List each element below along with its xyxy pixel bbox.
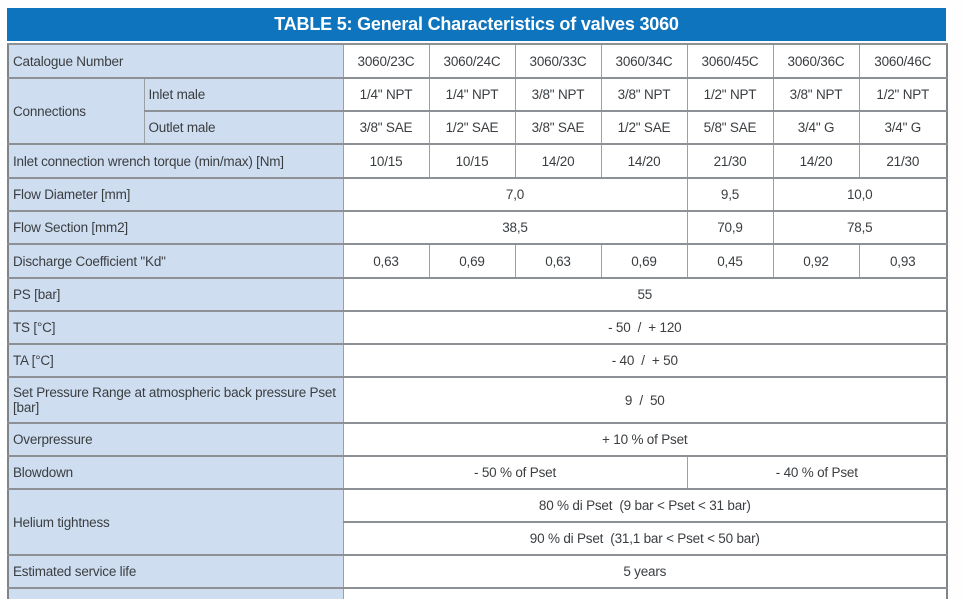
ps-value: 55 [342, 277, 948, 312]
catalogue-number-label: Catalogue Number [7, 43, 344, 79]
torque-value-4: 14/20 [600, 143, 688, 179]
inlet-value-7: 1/2" NPT [858, 77, 948, 112]
outlet-value-3: 3/8" SAE [514, 110, 602, 145]
catalogue-value-3: 3060/33C [514, 43, 602, 79]
helium-tightness-label: Helium tightness [7, 488, 344, 556]
outlet-value-7: 3/4" G [858, 110, 948, 145]
row-service-life: Estimated service life 5 years [7, 554, 948, 589]
ta-value: - 40 / + 50 [342, 343, 948, 378]
helium-tightness-value-1: 80 % di Pset (9 bar < Pset < 31 bar) [342, 488, 948, 523]
row-ps: PS [bar] 55 [7, 277, 948, 312]
torque-value-5: 21/30 [686, 143, 774, 179]
torque-value-1: 10/15 [342, 143, 430, 179]
outlet-value-6: 3/4" G [772, 110, 860, 145]
row-blowdown: Blowdown - 50 % of Pset - 40 % of Pset [7, 455, 948, 490]
row-helium-tightness-2: 90 % di Pset (31,1 bar < Pset < 50 bar) [8, 521, 948, 556]
catalogue-value-4: 3060/34C [600, 43, 688, 79]
kd-value-2: 0,69 [428, 243, 516, 279]
row-catalogue-number: Catalogue Number 3060/23C 3060/24C 3060/… [7, 43, 948, 79]
torque-value-7: 21/30 [858, 143, 948, 179]
row-overpressure: Overpressure + 10 % of Pset [7, 422, 948, 457]
torque-value-6: 14/20 [772, 143, 860, 179]
kd-value-3: 0,63 [514, 243, 602, 279]
row-wrench-torque: Inlet connection wrench torque (min/max)… [7, 143, 948, 179]
kd-value-7: 0,93 [858, 243, 948, 279]
risk-category-value: IV [342, 587, 948, 599]
helium-tightness-value-2: 90 % di Pset (31,1 bar < Pset < 50 bar) [342, 521, 948, 556]
flow-diameter-value-2: 9,5 [686, 177, 774, 212]
row-set-pressure-range: Set Pressure Range at atmospheric back p… [7, 376, 948, 424]
row-flow-diameter: Flow Diameter [mm] 7,0 9,5 10,0 [7, 177, 948, 212]
flow-section-value-2: 70,9 [686, 210, 774, 245]
ts-label: TS [°C] [7, 310, 344, 345]
inlet-value-3: 3/8" NPT [514, 77, 602, 112]
inlet-male-label: Inlet male [143, 77, 344, 112]
catalogue-value-7: 3060/46C [858, 43, 948, 79]
risk-category-label: Risk Category according to PED Recast [7, 587, 344, 599]
row-risk-category: Risk Category according to PED Recast IV [7, 587, 948, 599]
row-ts: TS [°C] - 50 / + 120 [7, 310, 948, 345]
characteristics-table: TABLE 5: General Characteristics of valv… [7, 8, 948, 599]
inlet-value-2: 1/4" NPT [428, 77, 516, 112]
catalogue-value-5: 3060/45C [686, 43, 774, 79]
row-connections-outlet: Outlet male 3/8" SAE 1/2" SAE 3/8" SAE 1… [8, 110, 948, 145]
ts-value: - 50 / + 120 [342, 310, 948, 345]
kd-value-4: 0,69 [600, 243, 688, 279]
discharge-coefficient-label: Discharge Coefficient "Kd" [7, 243, 344, 279]
catalogue-value-2: 3060/24C [428, 43, 516, 79]
flow-diameter-value-3: 10,0 [772, 177, 948, 212]
service-life-label: Estimated service life [7, 554, 344, 589]
row-flow-section: Flow Section [mm2] 38,5 70,9 78,5 [7, 210, 948, 245]
catalogue-value-1: 3060/23C [342, 43, 430, 79]
flow-diameter-label: Flow Diameter [mm] [7, 177, 344, 212]
outlet-male-label: Outlet male [143, 110, 344, 145]
flow-section-label: Flow Section [mm2] [7, 210, 344, 245]
outlet-value-1: 3/8" SAE [342, 110, 430, 145]
connections-label: Connections [7, 77, 145, 145]
blowdown-label: Blowdown [7, 455, 344, 490]
catalogue-value-6: 3060/36C [772, 43, 860, 79]
set-pressure-range-label: Set Pressure Range at atmospheric back p… [7, 376, 344, 424]
row-connections-inlet: Connections Inlet male 1/4" NPT 1/4" NPT… [7, 77, 948, 145]
blowdown-value-1: - 50 % of Pset [342, 455, 688, 490]
inlet-value-6: 3/8" NPT [772, 77, 860, 112]
overpressure-label: Overpressure [7, 422, 344, 457]
service-life-value: 5 years [342, 554, 948, 589]
outlet-value-2: 1/2" SAE [428, 110, 516, 145]
flow-diameter-value-1: 7,0 [342, 177, 688, 212]
inlet-value-4: 3/8" NPT [600, 77, 688, 112]
torque-value-3: 14/20 [514, 143, 602, 179]
ta-label: TA [°C] [7, 343, 344, 378]
row-ta: TA [°C] - 40 / + 50 [7, 343, 948, 378]
row-discharge-coefficient: Discharge Coefficient "Kd" 0,63 0,69 0,6… [7, 243, 948, 279]
spec-table: Catalogue Number 3060/23C 3060/24C 3060/… [7, 43, 948, 599]
kd-value-1: 0,63 [342, 243, 430, 279]
overpressure-value: + 10 % of Pset [342, 422, 948, 457]
flow-section-value-1: 38,5 [342, 210, 688, 245]
flow-section-value-3: 78,5 [772, 210, 948, 245]
inlet-value-5: 1/2" NPT [686, 77, 774, 112]
table-title: TABLE 5: General Characteristics of valv… [7, 8, 946, 41]
outlet-value-4: 1/2" SAE [600, 110, 688, 145]
wrench-torque-label: Inlet connection wrench torque (min/max)… [7, 143, 344, 179]
kd-value-6: 0,92 [772, 243, 860, 279]
torque-value-2: 10/15 [428, 143, 516, 179]
kd-value-5: 0,45 [686, 243, 774, 279]
outlet-value-5: 5/8" SAE [686, 110, 774, 145]
set-pressure-range-value: 9 / 50 [342, 376, 948, 424]
blowdown-value-2: - 40 % of Pset [686, 455, 948, 490]
row-helium-tightness-1: Helium tightness 80 % di Pset (9 bar < P… [7, 488, 948, 556]
inlet-value-1: 1/4" NPT [342, 77, 430, 112]
ps-label: PS [bar] [7, 277, 344, 312]
